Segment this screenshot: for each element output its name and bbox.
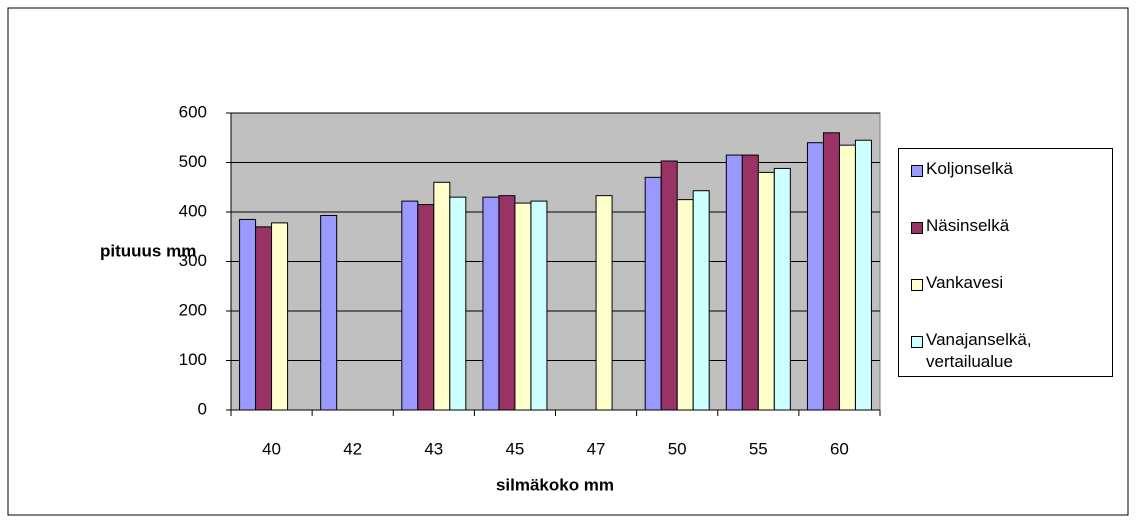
x-tick-label: 42 — [343, 439, 362, 458]
x-axis-label: silmäkoko mm — [496, 475, 614, 494]
bar — [741, 154, 759, 411]
y-axis-label: pituuus mm — [100, 241, 196, 260]
legend-swatch — [911, 336, 923, 348]
legend-entry: Näsinselkä — [911, 216, 1106, 275]
bar — [514, 202, 532, 411]
legend-swatch — [911, 279, 923, 291]
bar — [676, 199, 694, 411]
bar — [773, 167, 791, 411]
bar — [320, 214, 338, 411]
bar — [822, 132, 840, 411]
legend-entry: Vanajanselkä, vertailualue — [911, 330, 1106, 389]
bar — [401, 200, 419, 411]
legend-entry: Koljonselkä — [911, 159, 1106, 218]
y-tick-label: 0 — [198, 399, 207, 418]
bar — [854, 139, 872, 411]
bar — [239, 218, 257, 411]
bar — [271, 222, 289, 411]
x-tick-label: 40 — [262, 439, 281, 458]
bar — [498, 195, 516, 411]
x-tick-label: 47 — [587, 439, 606, 458]
y-tick-label: 200 — [179, 300, 207, 319]
bar — [725, 154, 743, 411]
bar — [838, 144, 856, 411]
bar — [595, 195, 613, 411]
legend-label: Näsinselkä — [926, 216, 1010, 235]
bar — [806, 142, 824, 411]
legend-label: Vanajanselkä, vertailualue — [926, 330, 1032, 371]
y-tick-label: 300 — [179, 251, 207, 270]
y-tick-label: 600 — [179, 102, 207, 121]
bar — [449, 196, 467, 411]
bar — [417, 204, 435, 411]
y-tick-label: 100 — [179, 350, 207, 369]
legend: Koljonselkä Näsinselkä Vankavesi Vanajansel… — [898, 148, 1113, 377]
bar — [255, 226, 273, 411]
x-tick-label: 45 — [505, 439, 524, 458]
legend-entry: Vankavesi — [911, 273, 1106, 332]
legend-label: Vankavesi — [926, 273, 1004, 292]
bar — [482, 196, 500, 411]
bar — [433, 181, 451, 411]
bar — [757, 171, 775, 411]
bar — [660, 160, 678, 411]
y-tick-label: 500 — [179, 152, 207, 171]
legend-label: Koljonselkä — [926, 159, 1013, 178]
x-tick-label: 55 — [749, 439, 768, 458]
bar — [692, 190, 710, 411]
legend-swatch — [911, 222, 923, 234]
x-tick-label: 43 — [424, 439, 443, 458]
bar — [644, 176, 662, 411]
y-tick-label: 400 — [179, 201, 207, 220]
x-tick-label: 60 — [830, 439, 849, 458]
bar — [530, 200, 548, 411]
x-tick-label: 50 — [668, 439, 687, 458]
legend-swatch — [911, 165, 923, 177]
